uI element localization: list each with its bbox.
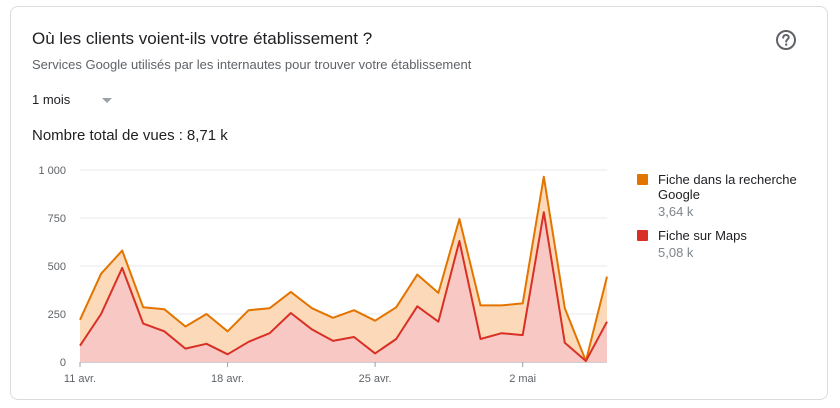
legend-item-maps[interactable]: Fiche sur Maps 5,08 k [637,228,822,261]
total-views-value: 8,71 k [186,127,228,144]
x-tick-label: 2 mai [509,373,536,385]
x-tick-label: 11 avr. [64,373,96,385]
help-circle-icon[interactable] [775,29,797,51]
line-search [79,175,608,362]
y-tick-label: 0 [60,357,66,369]
y-tick-label: 500 [48,261,66,273]
y-tick-label: 250 [48,309,66,321]
card-subtitle: Services Google utilisés par les interna… [32,57,472,72]
period-dropdown[interactable]: 1 mois [32,89,122,111]
area-maps [80,212,607,362]
total-views: Nombre total de vues :8,71 k [32,127,228,144]
y-tick-label: 1 000 [38,165,66,177]
legend-swatch-maps [637,230,648,241]
line-maps [79,211,608,362]
caret-down-icon [102,98,112,103]
legend-count-maps: 5,08 k [658,245,694,260]
chart-legend: Fiche dans la recherche Google 3,64 k Fi… [637,172,822,269]
legend-swatch-search [637,174,648,185]
card-title: Où les clients voient-ils votre établiss… [32,29,373,48]
legend-name-maps: Fiche sur Maps [658,228,747,243]
legend-item-search[interactable]: Fiche dans la recherche Google 3,64 k [637,172,822,220]
total-views-label: Nombre total de vues : [32,127,183,144]
x-tick-label: 18 avr. [211,373,244,385]
area-search [80,176,607,361]
legend-name-search: Fiche dans la recherche Google [658,172,797,202]
period-selected: 1 mois [32,92,71,107]
legend-count-search: 3,64 k [658,204,694,219]
y-tick-label: 750 [48,213,66,225]
x-tick-label: 25 avr. [359,373,392,385]
